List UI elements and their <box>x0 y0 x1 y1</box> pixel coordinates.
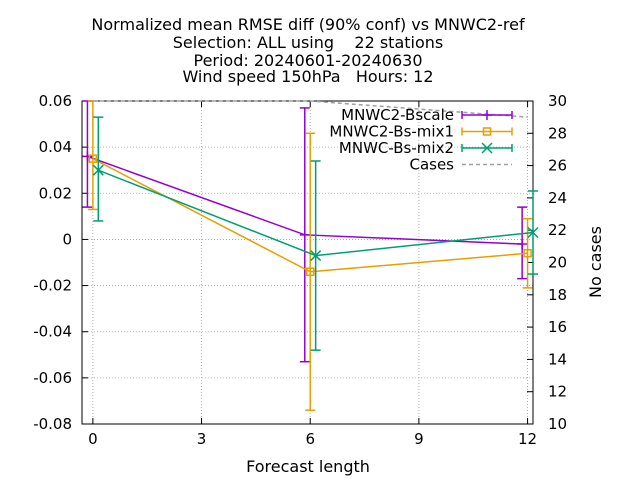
legend-entry-2: MNWC2-Bs-mix1 <box>329 123 513 141</box>
data-point <box>92 164 104 176</box>
x-tick-label: 0 <box>88 430 98 448</box>
legend-entry-3: MNWC-Bs-mix2 <box>339 139 513 157</box>
y-tick-label: 0.06 <box>39 92 72 110</box>
x-tick-label: 3 <box>197 430 207 448</box>
legend-marker <box>482 110 492 120</box>
x-tick-label: 6 <box>305 430 315 448</box>
y-tick-label: 0.02 <box>39 184 72 202</box>
data-point <box>517 239 528 250</box>
data-point <box>527 226 539 239</box>
title-line-1: Normalized mean RMSE diff (90% conf) vs … <box>91 15 525 34</box>
x-tick-label: 9 <box>414 430 424 448</box>
y2-tick-label: 24 <box>548 189 567 207</box>
legend: MNWC2-BscaleMNWC2-Bs-mix1MNWC-Bs-mix2Cas… <box>329 106 513 174</box>
legend-label: MNWC-Bs-mix2 <box>339 139 454 157</box>
y2-tick-label: 30 <box>548 92 567 110</box>
data-point <box>88 154 98 163</box>
y2-tick-label: 16 <box>548 318 567 336</box>
y2-tick-label: 22 <box>548 221 567 239</box>
axes: 0 3 6 9 12 -0.08 -0.06 -0.04 -0.02 0 0.02 0.04 0.06 1… <box>33 92 567 448</box>
x-tick-label: 12 <box>518 430 537 448</box>
title-line-2: Selection: ALL using 22 stations <box>173 33 443 52</box>
y2-tick-label: 10 <box>548 415 567 433</box>
y-tick-label: -0.04 <box>33 323 72 341</box>
legend-entry-4: Cases <box>409 156 512 174</box>
y2-tick-label: 26 <box>548 157 567 175</box>
data-point <box>310 250 322 262</box>
legend-marker <box>482 127 492 136</box>
y-tick-label: -0.06 <box>33 369 72 387</box>
y2-tick-label: 14 <box>548 350 567 368</box>
legend-label: MNWC2-Bs-mix1 <box>329 123 454 141</box>
plot-frame <box>81 100 534 425</box>
y-tick-label: 0 <box>62 230 72 248</box>
title-line-3: Period: 20240601-20240630 <box>193 51 422 70</box>
y-tick-label: 0.04 <box>39 138 72 156</box>
data-point <box>305 267 315 276</box>
y2-tick-label: 12 <box>548 383 567 401</box>
legend-marker <box>481 142 493 154</box>
legend-entry-1: MNWC2-Bscale <box>341 106 513 124</box>
y2-tick-label: 28 <box>548 124 567 142</box>
y-tick-label: -0.02 <box>33 277 72 295</box>
title-line-4: Wind speed 150hPa Hours: 12 <box>182 67 433 86</box>
series-3 <box>92 116 539 351</box>
chart-title: Normalized mean RMSE diff (90% conf) vs … <box>91 15 525 86</box>
data-point <box>523 249 532 258</box>
cases-line <box>92 100 528 118</box>
y2-tick-label: 18 <box>548 286 567 304</box>
data-point <box>299 229 310 240</box>
series-layer <box>82 100 539 411</box>
y2-tick-label: 20 <box>548 254 567 272</box>
y2-axis-label: No cases <box>586 226 605 298</box>
data-point <box>82 151 93 162</box>
legend-label: MNWC2-Bscale <box>341 106 454 124</box>
x-axis-label: Forecast length <box>246 457 370 476</box>
series-4 <box>92 100 528 118</box>
grid <box>82 100 533 425</box>
series-1 <box>82 100 528 363</box>
y-tick-label: -0.08 <box>33 415 72 433</box>
legend-label: Cases <box>409 156 454 174</box>
